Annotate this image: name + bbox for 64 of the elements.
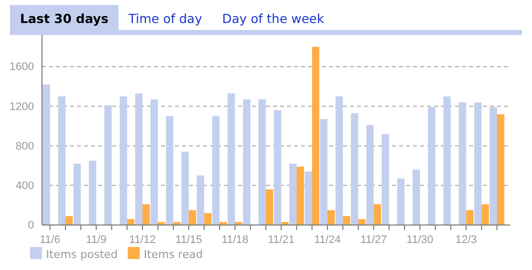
y-tick-label: 800 <box>16 140 34 152</box>
y-tick-label: 400 <box>16 180 34 192</box>
bar <box>88 160 96 225</box>
bar <box>374 204 382 225</box>
bar <box>274 110 282 225</box>
text: Time of day <box>128 11 203 26</box>
bar <box>266 189 274 225</box>
legend-label: Items posted <box>46 248 118 261</box>
x-tick-label: 11/27 <box>360 234 388 246</box>
bar <box>65 216 73 225</box>
bar <box>327 210 335 225</box>
bar <box>142 204 150 225</box>
bar <box>196 176 204 225</box>
bar <box>474 102 482 225</box>
bar <box>366 125 374 225</box>
bar <box>289 164 297 225</box>
x-tick-label: 11/6 <box>40 234 60 246</box>
bar <box>150 99 158 225</box>
text: Last 30 days <box>20 11 109 26</box>
bar <box>243 99 250 225</box>
bar <box>397 178 405 225</box>
y-tick-label: 0 <box>28 220 34 232</box>
legend-label: Items read <box>144 248 203 261</box>
bar <box>482 204 489 225</box>
text: Day of the week <box>222 11 325 26</box>
x-tick-label: 11/24 <box>314 234 341 246</box>
x-tick-label: 11/12 <box>129 234 156 246</box>
bar <box>58 96 66 225</box>
bar <box>320 119 328 225</box>
bar <box>258 99 266 225</box>
bar <box>458 102 466 225</box>
y-tick-label: 1600 <box>10 61 34 74</box>
bar <box>312 46 320 225</box>
bar <box>120 96 128 225</box>
bar <box>443 96 451 225</box>
bar <box>336 96 343 225</box>
x-tick-label: 11/15 <box>175 234 202 246</box>
bar <box>490 107 497 225</box>
bar <box>104 105 112 225</box>
x-tick-label: 11/30 <box>406 234 434 246</box>
bar <box>74 164 81 225</box>
bar <box>466 210 474 225</box>
bar <box>350 113 358 225</box>
bar <box>204 213 212 225</box>
x-tick-label: 11/21 <box>268 234 295 246</box>
y-tick-label: 1200 <box>10 100 34 113</box>
bar <box>181 152 189 225</box>
bar <box>412 170 420 225</box>
bar <box>428 107 436 225</box>
x-tick-label: 12/3 <box>455 234 477 246</box>
bar <box>42 84 50 225</box>
bar <box>342 216 350 225</box>
x-tick-label: 11/18 <box>222 234 248 246</box>
bar <box>304 172 312 225</box>
bar <box>382 134 390 225</box>
bar <box>228 93 235 225</box>
bar <box>188 210 196 225</box>
bar <box>135 93 142 225</box>
bar <box>127 219 134 225</box>
bar <box>166 116 174 225</box>
x-tick-label: 11/9 <box>86 234 107 246</box>
bar <box>496 114 504 225</box>
bar <box>212 116 220 225</box>
bar <box>296 166 304 225</box>
